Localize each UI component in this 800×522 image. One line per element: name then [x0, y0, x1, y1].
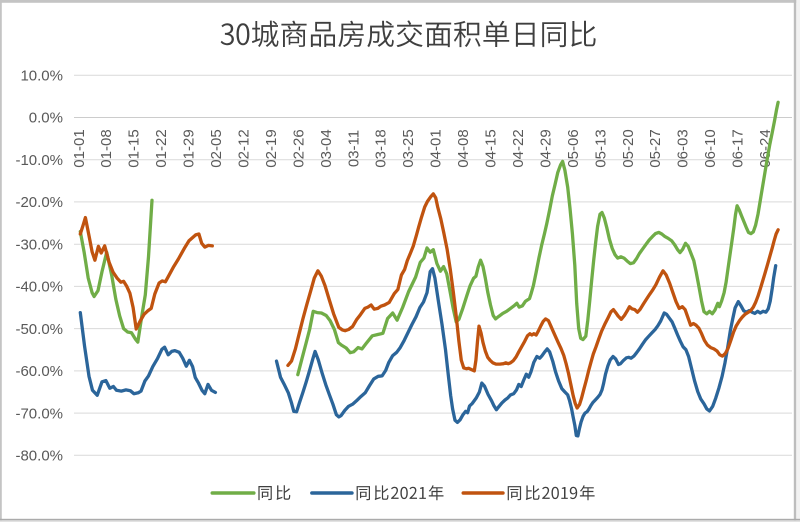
- svg-text:04-08: 04-08: [455, 129, 472, 167]
- svg-text:10.0%: 10.0%: [20, 68, 63, 85]
- svg-text:06-17: 06-17: [730, 129, 747, 167]
- svg-text:02-26: 02-26: [290, 129, 307, 167]
- svg-text:-70.0%: -70.0%: [15, 405, 63, 422]
- svg-text:0.0%: 0.0%: [29, 110, 63, 127]
- svg-text:-60.0%: -60.0%: [15, 363, 63, 380]
- svg-text:02-05: 02-05: [208, 129, 225, 167]
- svg-text:-80.0%: -80.0%: [15, 448, 63, 465]
- svg-text:04-01: 04-01: [428, 129, 445, 167]
- svg-text:04-15: 04-15: [483, 129, 500, 167]
- svg-text:05-06: 05-06: [565, 129, 582, 167]
- svg-text:04-29: 04-29: [538, 129, 555, 167]
- svg-text:06-10: 06-10: [702, 129, 719, 167]
- svg-text:03-11: 03-11: [345, 130, 362, 167]
- svg-text:01-01: 01-01: [71, 129, 88, 167]
- svg-text:01-08: 01-08: [98, 129, 115, 167]
- svg-text:01-29: 01-29: [181, 129, 198, 167]
- svg-text:01-15: 01-15: [126, 129, 143, 167]
- svg-text:02-12: 02-12: [236, 129, 253, 167]
- svg-text:03-18: 03-18: [373, 129, 390, 167]
- svg-text:02-19: 02-19: [263, 129, 280, 167]
- svg-text:-10.0%: -10.0%: [15, 152, 63, 169]
- svg-text:04-22: 04-22: [510, 129, 527, 167]
- svg-text:05-27: 05-27: [647, 129, 664, 167]
- svg-text:-40.0%: -40.0%: [15, 279, 63, 296]
- svg-text:06-03: 06-03: [675, 129, 692, 167]
- svg-text:-20.0%: -20.0%: [15, 194, 63, 211]
- svg-text:-30.0%: -30.0%: [15, 236, 63, 253]
- svg-text:-50.0%: -50.0%: [15, 321, 63, 338]
- svg-text:01-22: 01-22: [153, 129, 170, 167]
- svg-text:03-25: 03-25: [400, 129, 417, 167]
- svg-text:03-04: 03-04: [318, 129, 335, 167]
- svg-text:05-13: 05-13: [592, 129, 609, 167]
- svg-text:05-20: 05-20: [620, 129, 637, 167]
